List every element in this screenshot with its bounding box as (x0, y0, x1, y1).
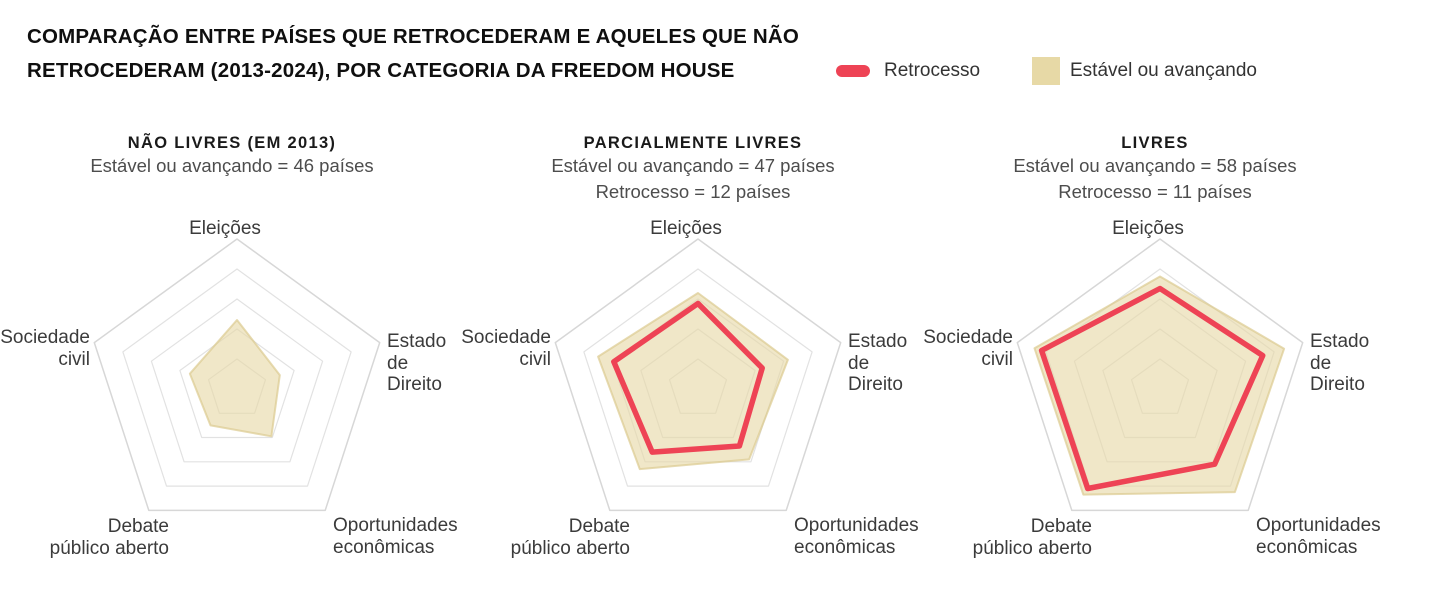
grid-ring-5 (554, 238, 842, 512)
axis-label-eleicoes: Eleições (650, 218, 722, 239)
axis-label-eleicoes: Eleições (189, 218, 261, 239)
chart-subtitle-1: Estável ou avançando = 58 países (1013, 155, 1297, 176)
legend-label-retrocesso: Retrocesso (884, 60, 981, 81)
retrocesso-swatch-icon (836, 65, 870, 77)
axis-label-debate: Debate público aberto (510, 516, 630, 559)
figure-title: COMPARAÇÃO ENTRE PAÍSES QUE RETROCEDERAM… (27, 20, 847, 88)
radar-chart-svg (93, 238, 381, 512)
axis-label-sociedade-civil: Sociedade civil (0, 327, 90, 370)
chart-title: LIVRES (1121, 134, 1189, 152)
grid-ring-5 (1016, 238, 1304, 512)
series-line-retrocesso (611, 300, 765, 455)
radar-panel-livres: LIVRES Estável ou avançando = 58 países … (923, 125, 1391, 595)
grid-ring-5 (93, 238, 381, 512)
chart-subtitle-1: Estável ou avançando = 46 países (90, 155, 374, 176)
axis-label-sociedade-civil: Sociedade civil (461, 327, 551, 370)
chart-subtitle-1: Estável ou avançando = 47 países (551, 155, 835, 176)
axis-label-oportunidades: Oportunidades econômicas (1256, 515, 1381, 558)
chart-subtitle-2: Retrocesso = 12 países (595, 181, 791, 202)
figure-title-line-2: RETROCEDERAM (2013-2024), POR CATEGORIA … (27, 59, 735, 82)
axis-label-debate: Debate público aberto (972, 516, 1092, 559)
axis-label-estado-de-direito: Estado de Direito (848, 331, 908, 395)
axis-label-debate: Debate público aberto (49, 516, 169, 559)
axis-label-oportunidades: Oportunidades econômicas (333, 515, 458, 558)
chart-subtitle-2: Retrocesso = 11 países (1058, 181, 1252, 202)
axis-label-estado-de-direito: Estado de Direito (1310, 331, 1370, 395)
legend-label-estavel: Estável ou avançando (1070, 60, 1257, 81)
chart-title: PARCIALMENTE LIVRES (583, 134, 803, 152)
grid-ring-4 (583, 268, 813, 487)
series-area-estavel (188, 319, 281, 438)
grid-ring-2 (179, 328, 295, 439)
legend-item-retrocesso: Retrocesso (836, 55, 980, 87)
axis-label-oportunidades: Oportunidades econômicas (794, 515, 919, 558)
radar-chart-svg (1016, 238, 1304, 512)
radar-panel-nao-livres: NÃO LIVRES (EM 2013) Estável ou avançand… (0, 125, 468, 595)
figure-title-line-1: COMPARAÇÃO ENTRE PAÍSES QUE RETROCEDERAM… (27, 25, 800, 48)
grid-ring-4 (122, 268, 352, 487)
axis-label-eleicoes: Eleições (1112, 218, 1184, 239)
radar-chart-svg (554, 238, 842, 512)
estavel-swatch-icon (1032, 57, 1060, 85)
chart-title: NÃO LIVRES (EM 2013) (127, 134, 337, 152)
axis-label-sociedade-civil: Sociedade civil (923, 327, 1013, 370)
legend-item-estavel: Estável ou avançando (1032, 55, 1257, 87)
radar-panel-parcialmente-livres: PARCIALMENTE LIVRES Estável ou avançando… (461, 125, 929, 595)
grid-ring-3 (150, 298, 324, 463)
series-line-retrocesso (1038, 285, 1266, 492)
axis-label-estado-de-direito: Estado de Direito (387, 331, 447, 395)
